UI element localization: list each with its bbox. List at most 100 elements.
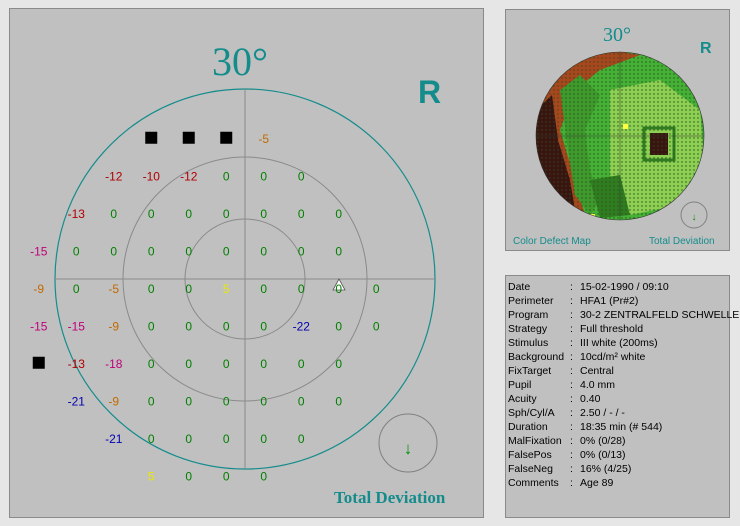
info-separator: : [570,337,573,349]
info-value: 0.40 [580,393,601,405]
info-row: Pupil: 4.0 mm [508,378,739,392]
nav-button: ↓ [378,413,438,473]
info-key: Program [508,309,549,321]
info-row: Background:10cd/m² white [508,350,739,364]
deviation-value: -15 [30,244,48,258]
info-key: FixTarget [508,365,552,377]
info-row: Stimulus: III white (200ms) [508,336,739,350]
info-separator: : [570,435,573,447]
info-key: Duration [508,421,548,433]
deviation-value: -13 [68,357,86,371]
info-separator: : [570,323,573,335]
deviation-value: 0 [185,469,192,483]
info-key: Stimulus [508,337,549,349]
deviation-value: -21 [105,432,123,446]
deviation-value: 0 [298,357,305,371]
deviation-value: 0 [185,357,192,371]
info-separator: : [570,393,573,405]
deviation-value: 0 [298,207,305,221]
defect-marker [220,131,233,144]
deviation-value: 0 [223,169,230,183]
deviation-value: 0 [335,319,342,333]
info-key: Perimeter [508,295,554,307]
deviation-value: 0 [298,244,305,258]
info-row: Program:30-2 ZENTRALFELD SCHWELLE [508,308,739,322]
deviation-value: 0 [373,319,380,333]
deviation-value: -9 [108,319,119,333]
info-key: Comments [508,477,559,489]
deviation-value: 0 [223,244,230,258]
deviation-value: 0 [223,319,230,333]
info-key: MalFixation [508,435,562,447]
defect-marker [32,356,45,369]
cdm-degree-label: 30° [603,24,631,46]
info-key: FalsePos [508,449,552,461]
deviation-value: 0 [148,207,155,221]
info-row: Acuity:0.40 [508,392,739,406]
info-separator: : [570,351,573,363]
deviation-value: 0 [185,244,192,258]
deviation-value: 0 [223,469,230,483]
deviation-value: -9 [33,282,44,296]
deviation-value: -13 [68,207,86,221]
deviation-value: -15 [68,319,86,333]
blind-spot-icon [332,278,346,291]
info-separator: : [570,421,573,433]
deviation-value: 0 [148,282,155,296]
deviation-value: 0 [110,207,117,221]
info-row: Duration:18:35 min (# 544) [508,420,739,434]
info-value: Central [580,365,614,377]
deviation-value: 0 [223,357,230,371]
info-value: 10cd/m² white [580,351,646,363]
cdm-left-caption: Color Defect Map [513,236,591,247]
info-key: Background [508,351,565,363]
info-key: Strategy [508,323,548,335]
deviation-value: -10 [143,169,161,183]
info-value: Age 89 [580,477,614,489]
deviation-value: 0 [260,207,267,221]
deviation-value: 0 [260,432,267,446]
deviation-value: -5 [258,132,269,146]
deviation-value: -12 [180,169,198,183]
info-value: 0% (0/28) [580,435,626,447]
deviation-value: 0 [373,282,380,296]
deviation-value: 5 [148,469,155,483]
info-row: Perimeter: HFA1 (Pr#2) [508,294,739,308]
info-key: Sph/Cyl/A [508,407,555,419]
deviation-value: 0 [335,207,342,221]
deviation-value: 0 [148,319,155,333]
info-value: 15-02-1990 / 09:10 [580,281,669,293]
deviation-value: 0 [185,207,192,221]
deviation-value: 0 [298,282,305,296]
info-row: Strategy: Full threshold [508,322,739,336]
info-separator: : [570,477,573,489]
deviation-value: 0 [223,394,230,408]
deviation-value: -21 [68,394,86,408]
plot-grid [54,88,436,470]
deviation-value: 0 [223,207,230,221]
deviation-value: 0 [73,244,80,258]
deviation-value: 0 [185,282,192,296]
deviation-value: 0 [185,319,192,333]
info-separator: : [570,407,573,419]
info-separator: : [570,295,573,307]
info-value: 18:35 min (# 544) [580,421,663,433]
deviation-value: 0 [260,394,267,408]
info-row: Comments: Age 89 [508,476,739,490]
info-value: 30-2 ZENTRALFELD SCHWELLE [580,309,740,321]
deviation-value: 0 [298,169,305,183]
exam-info-table: Date:15-02-1990 / 09:10 Perimeter: HFA1 (P… [508,280,739,490]
cdm-eye-label: R [700,40,712,57]
info-separator: : [570,449,573,461]
field-degree-label: 30° [212,39,268,84]
deviation-value: 0 [148,244,155,258]
info-row: Sph/Cyl/A:2.50 / - / - [508,406,739,420]
plot-title: Total Deviation [334,488,446,507]
info-value: 4.0 mm [580,379,616,391]
cdm-right-caption: Total Deviation [649,236,715,247]
info-value: HFA1 (Pr#2) [580,295,639,307]
deviation-value: 0 [335,282,342,296]
info-separator: : [570,379,573,391]
deviation-value: 0 [260,469,267,483]
